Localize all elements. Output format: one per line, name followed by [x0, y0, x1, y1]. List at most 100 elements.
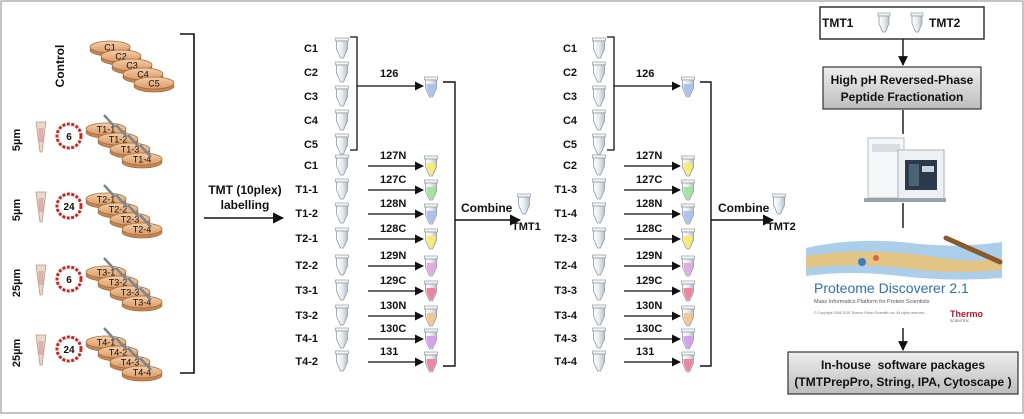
set2-top-sample-3: C3 [563, 91, 577, 103]
set2-labelled-tube-5-liquid [683, 263, 693, 275]
group2-dish-4: T2-4 [121, 222, 163, 239]
set1-sample-tube-9-body [336, 353, 348, 372]
set1-labelled-tube-4-cap [424, 228, 438, 233]
set1-labelled-tube-9-liquid [426, 359, 436, 371]
set2-channel-5: 129N [636, 250, 662, 262]
set1-top-tube-4-body [336, 112, 348, 131]
set1-labelled-tube-4-liquid [426, 236, 436, 248]
set1-sample-tube-2-cap [335, 178, 349, 183]
group1-insert-1 [103, 114, 116, 128]
set2-labelled-tube-3 [681, 203, 695, 225]
set1-top-sample-3: C3 [304, 91, 318, 103]
tmt1-box-tube [877, 12, 891, 33]
set2-labelled-tube-7-liquid [683, 313, 693, 325]
set2-labelled-tube-8 [681, 328, 695, 350]
group1-dish-4-top [121, 152, 163, 166]
set2-top-tube-5 [592, 133, 606, 155]
set2-sample-tube-6 [592, 279, 606, 301]
tmt2-box-label: TMT2 [929, 16, 961, 30]
set1-labelled-tube-7-cap [424, 305, 438, 310]
labelling-text-line2: labelling [221, 198, 270, 212]
pipette-tip-fill-1 [38, 128, 44, 142]
group4-insert-2-pipette [115, 337, 128, 351]
timepoint-circle-3: 6 [55, 265, 83, 293]
set2-sample-tube-7 [592, 304, 606, 326]
set1-labelled-tube-9 [424, 351, 438, 373]
set1-labelled-tube-8 [424, 328, 438, 350]
set1-top-sample-5: C5 [304, 139, 318, 151]
fractionation-line2: Peptide Fractionation [841, 90, 964, 104]
timepoint-label-3: 6 [66, 275, 72, 286]
set2-top-tube-4-body [593, 112, 605, 131]
inhouse-software-box [787, 351, 1019, 395]
pipette-tip-1 [35, 121, 47, 153]
set2-top-tube-3-cap [592, 85, 606, 90]
set2-top-tube-1-cap [592, 37, 606, 42]
set1-labelled-tube-1-liquid [426, 163, 436, 175]
set1-sample-6: T3-1 [295, 285, 318, 297]
set2-top-labelled-tube [681, 76, 695, 98]
mass-spectrometer-icon [864, 137, 946, 202]
set1-labelled-tube-1-cap [424, 155, 438, 160]
tmt2-set: C1 C2 C3 C4 C5 126 C2 127N T1-3 127C T1-4 128N T2-3 1… [554, 36, 796, 373]
set2-top-sample-2: C2 [563, 67, 577, 79]
set1-top-tube-2-cap [335, 61, 349, 66]
set1-combined-tube [517, 193, 531, 215]
set2-labelled-tube-2-cap [681, 179, 695, 184]
set1-top-tube-2 [335, 61, 349, 83]
set2-top-labelled-tube-liquid [683, 84, 693, 96]
group4-dish-2-label: T4-2 [109, 348, 128, 358]
inhouse-line2: (TMTPrepPro, String, IPA, Cytoscape ) [794, 375, 1011, 389]
set1-labelled-tube-5-liquid [426, 263, 436, 275]
set2-sample-tube-5-body [593, 257, 605, 276]
fractionation-box [822, 66, 982, 110]
set1-labelled-tube-6 [424, 280, 438, 302]
set2-labelled-tube-9-liquid [683, 359, 693, 371]
set2-labelled-tube-7-cap [681, 305, 695, 310]
group2-insert-4 [139, 214, 152, 228]
set2-channel-7: 130N [636, 300, 662, 312]
set1-combined-tube-body [518, 196, 530, 215]
pore-label-2: 5µm [11, 199, 23, 221]
set1-sample-tube-1 [335, 154, 349, 176]
group2-dish-1-label: T2-1 [97, 195, 116, 205]
set2-labelled-tube-3-liquid [683, 211, 693, 223]
set2-labelled-tube-1-liquid [683, 163, 693, 175]
group1-insert-4-pipette [139, 144, 152, 158]
set1-sample-7: T3-2 [295, 310, 318, 322]
pore-label-4: 25µm [11, 339, 23, 368]
set1-sample-tube-7-body [336, 307, 348, 326]
group4-dish-4-label: T4-4 [133, 368, 152, 378]
set2-channel-2: 127C [636, 174, 662, 186]
set2-sample-tube-5 [592, 254, 606, 276]
group1-insert-2 [115, 124, 128, 138]
set1-top-sample-1: C1 [304, 43, 318, 55]
set1-channel-7: 130N [380, 300, 406, 312]
set1-combined-tube-cap [517, 193, 531, 198]
set2-sample-tube-2-cap [592, 178, 606, 183]
pipette-tip-fill-3 [38, 271, 44, 285]
group1-dish-4: T1-4 [121, 152, 163, 169]
set1-top-labelled-tube-liquid [426, 84, 436, 96]
group1-dish-4-label: T1-4 [133, 155, 152, 165]
pipette-tip-4 [35, 334, 47, 366]
set1-top-tube-4-cap [335, 109, 349, 114]
software-subtitle: Mass Informatics Platform for Protein Sc… [814, 299, 930, 305]
group1-insert-2-pipette [115, 124, 128, 138]
set2-combine-label: Combine [718, 201, 770, 215]
tmt-sets-box [819, 6, 985, 40]
set2-labelled-tube-3-cap [681, 203, 695, 208]
set1-labelled-tube-2 [424, 179, 438, 201]
set2-control-bracket [607, 36, 615, 151]
software-splash: Proteome Discoverer 2.1 Mass Informatics… [806, 235, 1003, 326]
set2-sample-tube-9 [592, 350, 606, 372]
set2-labelled-tube-1-cap [681, 155, 695, 160]
set1-top-sample-2: C2 [304, 67, 318, 79]
set2-labelled-tube-2 [681, 179, 695, 201]
set2-labelled-tube-8-liquid [683, 336, 693, 348]
group2-insert-3 [127, 204, 140, 218]
timepoint-ring-1 [55, 122, 83, 150]
group3-dish-4: T3-4 [121, 295, 163, 312]
